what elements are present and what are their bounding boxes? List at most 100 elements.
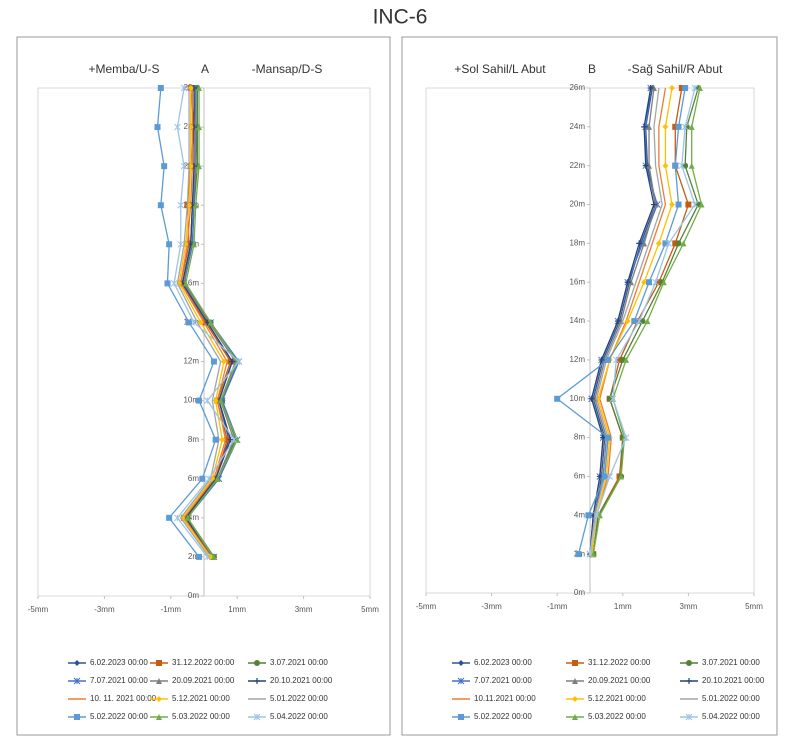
header-right: -Mansap/D-S	[252, 62, 323, 76]
data-point	[203, 397, 211, 404]
legend-marker	[254, 678, 260, 684]
data-point	[605, 434, 612, 441]
panel-frame	[401, 36, 778, 736]
legend-label: 5.03.2022 00:00	[588, 712, 646, 721]
data-point	[665, 240, 673, 247]
legend-label: 7.07.2021 00:00	[474, 676, 532, 685]
data-point	[682, 85, 689, 91]
data-point	[161, 163, 168, 170]
data-point	[696, 85, 703, 91]
y-tick-label: 20m	[569, 200, 585, 209]
x-tick-label: -5mm	[416, 602, 437, 611]
legend-label: 3.07.2021 00:00	[270, 658, 328, 667]
data-point	[698, 201, 705, 208]
header-title: A	[201, 62, 209, 76]
data-point	[182, 280, 189, 287]
y-tick-label: 12m	[569, 355, 585, 364]
data-point	[177, 240, 185, 248]
data-point	[691, 84, 699, 92]
data-point	[210, 553, 217, 560]
x-tick-label: 1mm	[228, 605, 246, 614]
data-point	[624, 318, 631, 325]
data-point	[652, 278, 659, 286]
header-title: B	[588, 62, 596, 76]
data-point	[655, 279, 662, 286]
data-point	[641, 240, 648, 247]
legend-label: 5.03.2022 00:00	[172, 712, 230, 721]
data-point	[606, 473, 614, 480]
data-point	[680, 240, 687, 247]
x-tick-label: -1mm	[547, 602, 568, 611]
data-point	[585, 512, 592, 519]
legend-marker	[686, 660, 692, 666]
legend-label: 31.12.2022 00:00	[172, 658, 235, 667]
data-point	[628, 279, 634, 286]
data-point	[675, 123, 682, 130]
data-point	[662, 162, 669, 169]
legend-marker	[572, 714, 578, 720]
data-point	[212, 436, 219, 443]
data-point	[662, 123, 669, 130]
y-tick-label: 10m	[569, 394, 585, 403]
x-tick-label: 3mm	[680, 602, 698, 611]
data-point	[554, 395, 561, 402]
data-point	[662, 240, 669, 247]
data-point	[227, 436, 234, 443]
data-point	[157, 202, 164, 209]
data-point	[196, 163, 203, 170]
data-point	[157, 85, 164, 91]
data-point	[210, 358, 217, 365]
data-point	[685, 201, 692, 208]
data-point	[678, 85, 685, 91]
y-tick-label: 26m	[569, 83, 585, 92]
data-point	[220, 358, 227, 365]
data-point	[634, 318, 641, 325]
y-tick-label: 18m	[569, 238, 585, 247]
data-point	[186, 319, 193, 326]
x-tick-label: 5mm	[361, 605, 379, 614]
data-point	[614, 318, 621, 325]
series-line	[176, 88, 222, 558]
legend-label: 5.01.2022 00:00	[702, 694, 760, 703]
data-point	[184, 514, 191, 521]
legend-marker	[685, 713, 693, 721]
legend-marker	[458, 714, 464, 720]
data-point	[174, 123, 181, 131]
data-point	[605, 356, 612, 363]
data-point	[655, 240, 662, 247]
data-point	[217, 397, 224, 404]
legend-label: 5.04.2022 00:00	[270, 712, 328, 721]
data-point	[647, 85, 654, 91]
y-tick-label: 0m	[188, 591, 199, 600]
y-tick-label: 8m	[188, 435, 199, 444]
data-point	[164, 280, 171, 287]
data-point	[681, 123, 689, 131]
legend-label: 31.12.2022 00:00	[588, 658, 651, 667]
data-point	[646, 123, 653, 130]
data-point	[229, 358, 236, 365]
data-point	[214, 475, 221, 482]
y-tick-label: 12m	[183, 357, 199, 366]
data-point	[675, 201, 682, 208]
page-title: INC-6	[373, 6, 428, 29]
x-tick-label: -5mm	[28, 605, 49, 614]
data-point	[174, 514, 181, 522]
y-tick-label: 16m	[569, 277, 585, 286]
data-point	[691, 201, 699, 208]
legend-label: 6.02.2023 00:00	[90, 658, 148, 667]
data-point	[601, 473, 608, 480]
data-point	[672, 123, 679, 130]
legend-label: 6.02.2023 00:00	[474, 658, 532, 667]
data-point	[669, 85, 675, 91]
legend-marker	[572, 678, 578, 684]
legend-marker	[156, 678, 162, 684]
legend-marker	[74, 660, 80, 666]
data-point	[598, 356, 605, 363]
data-point	[212, 397, 219, 404]
data-point	[197, 319, 204, 326]
legend-label: 3.07.2021 00:00	[702, 658, 760, 667]
data-point	[644, 318, 651, 325]
data-point	[224, 436, 231, 443]
